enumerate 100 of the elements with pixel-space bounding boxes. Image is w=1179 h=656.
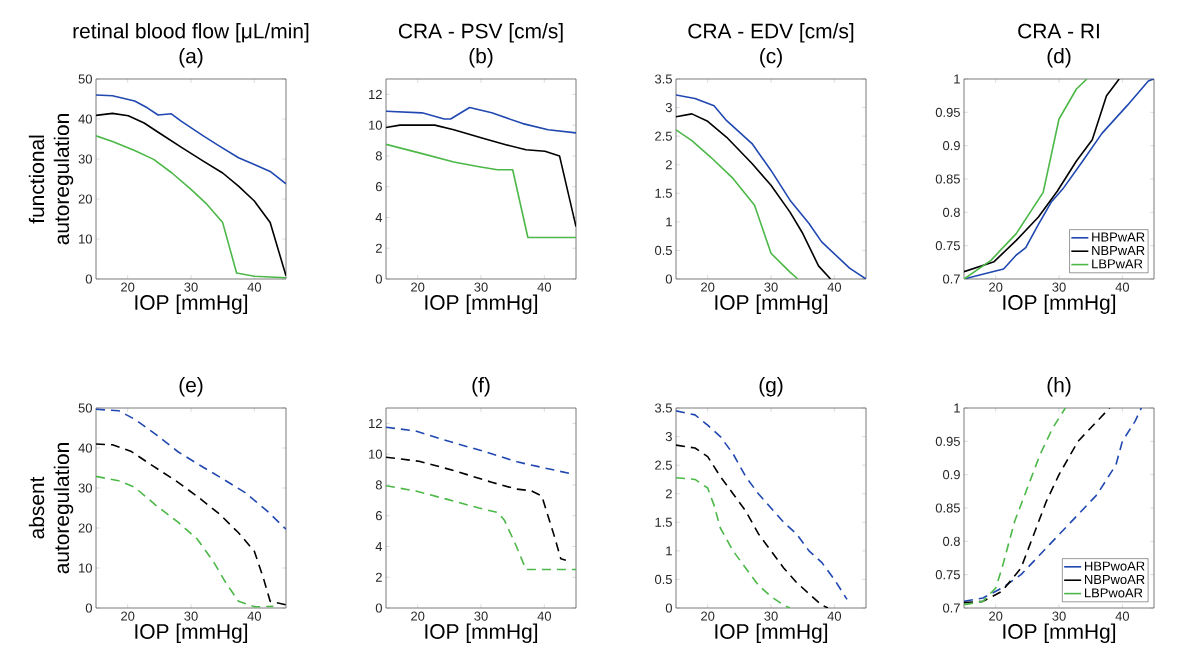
y-tick-label: 0.95	[935, 436, 960, 446]
y-tick-label: 0	[85, 603, 92, 613]
chart-title: CRA - PSV [cm/s]	[398, 23, 563, 43]
line-series	[676, 129, 799, 279]
x-axis-title: IOP [mmHg]	[715, 294, 828, 315]
legend-label: LBPwoAR	[1085, 588, 1143, 598]
y-tick-label: 40	[78, 443, 92, 453]
legend-label: LBPwAR	[1092, 259, 1143, 269]
legend-label: HBPwoAR	[1085, 561, 1145, 571]
x-axis-title: IOP [mmHg]	[715, 623, 828, 644]
chart-title: (h)	[1047, 377, 1071, 397]
y-tick-label: 0.75	[935, 241, 960, 251]
y-tick-label: 3.5	[654, 403, 672, 413]
line-series	[96, 475, 275, 608]
y-axis-title: functional autoregulation	[28, 114, 74, 245]
x-axis-title: IOP [mmHg]	[1003, 294, 1116, 315]
y-tick-label: 2	[665, 160, 672, 170]
y-tick-label: 1	[954, 74, 960, 84]
y-tick-label: 0.95	[935, 107, 960, 117]
y-tick-label: 0.5	[654, 574, 672, 585]
y-tick-label: 0.9	[942, 141, 960, 151]
y-tick-label: 1	[666, 217, 672, 227]
x-tick-label: 30	[764, 611, 778, 621]
y-tick-label: 2.5	[655, 131, 672, 141]
y-tick-label: 0.75	[935, 570, 960, 580]
x-tick-label: 40	[247, 611, 262, 621]
x-tick-label: 30	[474, 611, 488, 621]
x-tick-label: 30	[764, 282, 778, 292]
x-axis-title: IOP [mmHg]	[425, 294, 538, 315]
y-tick-label: 0.7	[942, 603, 960, 613]
y-tick-label: 10	[79, 234, 92, 244]
x-tick-label: 40	[827, 282, 842, 292]
x-tick-label: 30	[1052, 611, 1066, 621]
y-tick-label: 1	[666, 546, 672, 556]
x-tick-label: 20	[989, 282, 1003, 292]
legend-label: NBPwAR	[1092, 246, 1145, 255]
y-tick-label: 3	[665, 431, 672, 442]
x-axis-title: IOP [mmHg]	[135, 294, 248, 315]
y-tick-label: 1.5	[655, 188, 672, 198]
chart-subtitle: (c)	[760, 48, 782, 68]
y-tick-label: 6	[375, 182, 382, 192]
chart-title: CRA - EDV [cm/s]	[688, 23, 854, 43]
y-tick-label: 4	[375, 213, 383, 222]
x-tick-label: 40	[247, 282, 262, 292]
y-tick-label: 30	[78, 483, 92, 493]
line-series	[676, 94, 867, 279]
y-tick-label: 0	[375, 274, 382, 284]
line-series	[964, 79, 1155, 279]
y-tick-label: 10	[369, 449, 382, 459]
x-tick-label: 40	[827, 611, 842, 621]
line-series	[386, 426, 571, 475]
y-tick-label: 4	[375, 542, 383, 551]
chart-subtitle: (b)	[469, 48, 493, 68]
line-series	[96, 443, 286, 606]
y-tick-label: 2	[375, 243, 382, 253]
x-tick-label: 30	[1052, 282, 1066, 292]
y-tick-label: 50	[78, 403, 92, 413]
line-series	[386, 106, 576, 134]
line-series	[96, 408, 286, 530]
y-tick-label: 40	[78, 114, 92, 124]
line-series	[676, 113, 832, 279]
y-tick-label: 0	[375, 603, 382, 613]
x-tick-label: 20	[121, 282, 135, 292]
y-tick-label: 2	[375, 572, 382, 582]
x-axis-title: IOP [mmHg]	[425, 623, 538, 644]
y-tick-label: 50	[78, 74, 92, 84]
y-tick-label: 8	[375, 480, 382, 490]
chart-title: (e)	[179, 377, 203, 397]
x-tick-label: 20	[701, 282, 715, 292]
y-tick-label: 0	[665, 274, 672, 284]
y-tick-label: 0.7	[942, 274, 960, 284]
x-tick-label: 20	[989, 611, 1003, 621]
y-tick-label: 2	[665, 489, 672, 499]
line-series	[96, 94, 286, 185]
chart-title: CRA - RI	[1018, 23, 1099, 39]
y-tick-label: 20	[78, 523, 92, 533]
y-tick-label: 3.5	[654, 74, 672, 84]
line-series	[964, 408, 1067, 606]
y-tick-label: 2.5	[655, 460, 672, 470]
x-tick-label: 40	[537, 611, 552, 621]
y-tick-label: 6	[375, 511, 382, 521]
chart-subtitle: (a)	[179, 48, 203, 68]
y-axis-title: absent autoregulation	[28, 443, 74, 574]
y-tick-label: 0	[665, 603, 672, 613]
legend-label: NBPwoAR	[1085, 575, 1145, 585]
x-tick-label: 20	[411, 611, 425, 621]
y-tick-label: 0.85	[935, 503, 960, 513]
line-series	[386, 143, 576, 239]
x-axis-title: IOP [mmHg]	[135, 623, 248, 644]
x-tick-label: 30	[184, 282, 198, 292]
chart-subtitle: (d)	[1047, 48, 1071, 68]
x-axis-title: IOP [mmHg]	[1003, 623, 1116, 644]
x-tick-label: 40	[537, 282, 552, 292]
y-tick-label: 12	[369, 418, 382, 428]
x-tick-label: 30	[184, 611, 198, 621]
y-tick-label: 0.85	[935, 174, 960, 184]
x-tick-label: 20	[411, 282, 425, 292]
y-tick-label: 0.8	[942, 536, 960, 546]
y-tick-label: 0.5	[654, 245, 672, 256]
y-tick-label: 1	[954, 403, 960, 413]
